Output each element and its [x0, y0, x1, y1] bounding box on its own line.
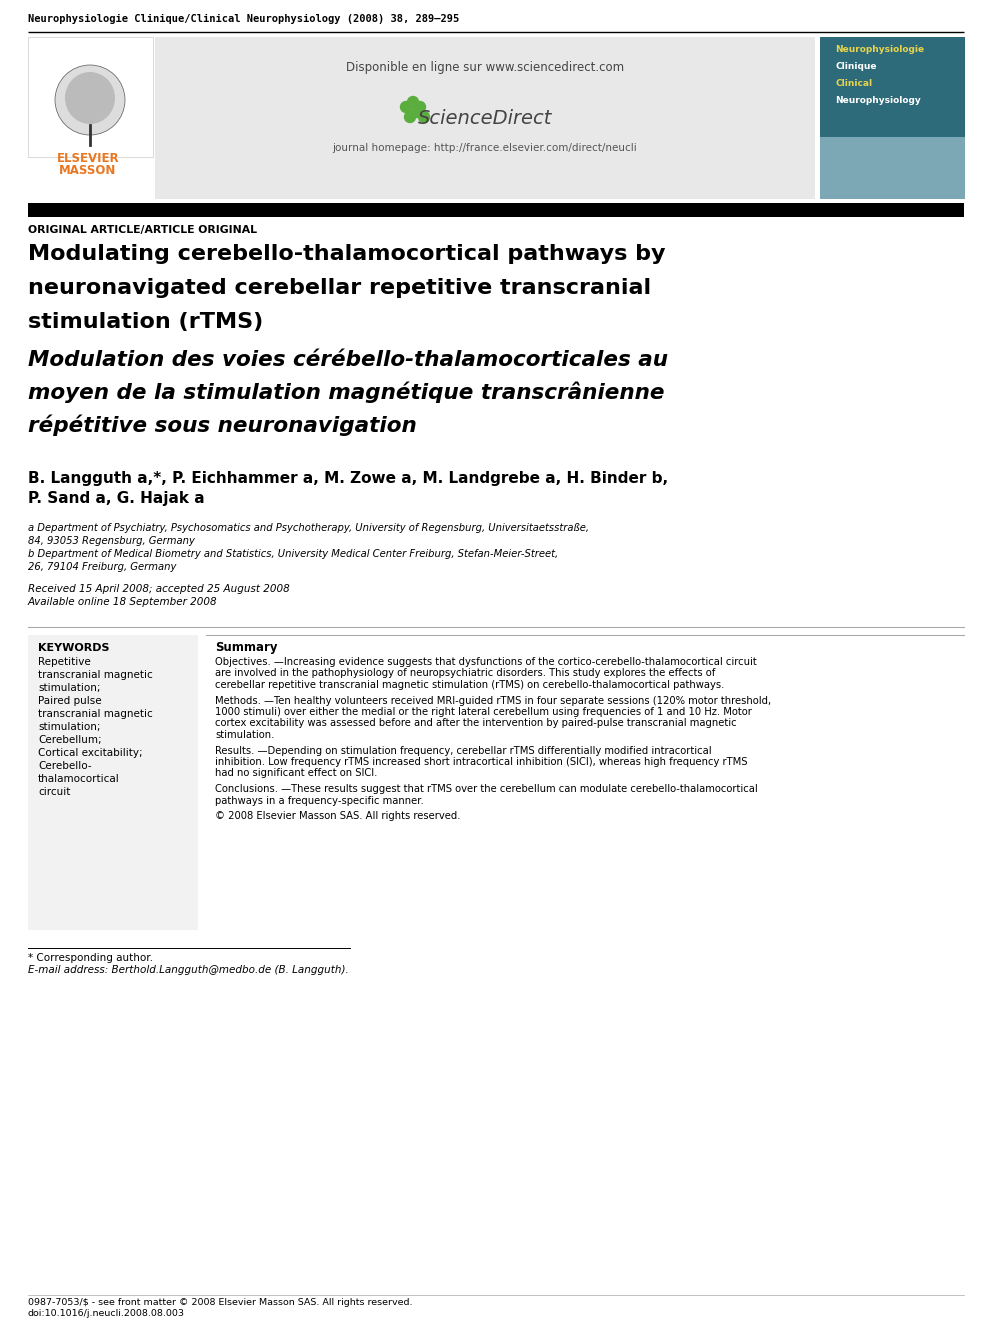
Text: 0987-7053/$ - see front matter © 2008 Elsevier Masson SAS. All rights reserved.: 0987-7053/$ - see front matter © 2008 El…	[28, 1298, 413, 1307]
Text: Clinique: Clinique	[835, 62, 877, 71]
Text: transcranial magnetic: transcranial magnetic	[38, 669, 153, 680]
Bar	[820, 138, 965, 198]
Text: Neurophysiologie Clinique/Clinical Neurophysiology (2008) 38, 289–295: Neurophysiologie Clinique/Clinical Neuro…	[28, 15, 459, 24]
Text: are involved in the pathophysiology of neuropsychiatric disorders. This study ex: are involved in the pathophysiology of n…	[215, 668, 715, 679]
Text: Modulating cerebello-thalamocortical pathways by: Modulating cerebello-thalamocortical pat…	[28, 243, 666, 265]
Text: ORIGINAL ARTICLE/ARTICLE ORIGINAL: ORIGINAL ARTICLE/ARTICLE ORIGINAL	[28, 225, 257, 235]
Text: B. Langguth a,*, P. Eichhammer a, M. Zowe a, M. Landgrebe a, H. Binder b,: B. Langguth a,*, P. Eichhammer a, M. Zow…	[28, 471, 669, 486]
Text: Clinical: Clinical	[835, 79, 872, 89]
Circle shape	[405, 111, 416, 123]
Text: had no significant effect on SICI.: had no significant effect on SICI.	[215, 769, 377, 778]
Text: 26, 79104 Freiburg, Germany: 26, 79104 Freiburg, Germany	[28, 562, 177, 572]
Text: Modulation des voies cérébello-thalamocorticales au: Modulation des voies cérébello-thalamoco…	[28, 351, 668, 370]
Text: Received 15 April 2008; accepted 25 August 2008: Received 15 April 2008; accepted 25 Augu…	[28, 583, 290, 594]
Ellipse shape	[55, 65, 125, 135]
Text: Repetitive: Repetitive	[38, 658, 90, 667]
Text: Results. —Depending on stimulation frequency, cerebellar rTMS differentially mod: Results. —Depending on stimulation frequ…	[215, 745, 711, 755]
Text: moyen de la stimulation magnétique transcrânienne: moyen de la stimulation magnétique trans…	[28, 381, 665, 404]
Text: ScienceDirect: ScienceDirect	[418, 108, 553, 127]
Text: MASSON: MASSON	[60, 164, 117, 177]
Text: stimulation (rTMS): stimulation (rTMS)	[28, 312, 263, 332]
Circle shape	[412, 106, 423, 118]
Text: cerebellar repetitive transcranial magnetic stimulation (rTMS) on cerebello-thal: cerebellar repetitive transcranial magne…	[215, 680, 724, 691]
Text: Neurophysiology: Neurophysiology	[835, 97, 921, 105]
Text: inhibition. Low frequency rTMS increased short intracortical inhibition (SICI), : inhibition. Low frequency rTMS increased…	[215, 757, 748, 767]
Text: pathways in a frequency-specific manner.: pathways in a frequency-specific manner.	[215, 795, 424, 806]
Text: Methods. —Ten healthy volunteers received MRI-guided rTMS in four separate sessi: Methods. —Ten healthy volunteers receive…	[215, 696, 771, 705]
Text: 84, 93053 Regensburg, Germany: 84, 93053 Regensburg, Germany	[28, 536, 194, 546]
Text: doi:10.1016/j.neucli.2008.08.003: doi:10.1016/j.neucli.2008.08.003	[28, 1308, 185, 1318]
Text: thalamocortical: thalamocortical	[38, 774, 120, 785]
Circle shape	[415, 102, 426, 112]
Text: stimulation.: stimulation.	[215, 730, 275, 740]
Text: Available online 18 September 2008: Available online 18 September 2008	[28, 597, 217, 607]
Text: 1000 stimuli) over either the medial or the right lateral cerebellum using frequ: 1000 stimuli) over either the medial or …	[215, 706, 752, 717]
Text: © 2008 Elsevier Masson SAS. All rights reserved.: © 2008 Elsevier Masson SAS. All rights r…	[215, 811, 460, 822]
Text: Cortical excitability;: Cortical excitability;	[38, 747, 143, 758]
Text: Cerebellum;: Cerebellum;	[38, 736, 101, 745]
Text: E-mail address: Berthold.Langguth@medbo.de (B. Langguth).: E-mail address: Berthold.Langguth@medbo.…	[28, 964, 349, 975]
Bar	[28, 202, 964, 217]
Text: circuit: circuit	[38, 787, 70, 796]
Text: Objectives. —Increasing evidence suggests that dysfunctions of the cortico-cereb: Objectives. —Increasing evidence suggest…	[215, 658, 757, 667]
Text: Cerebello-: Cerebello-	[38, 761, 91, 771]
Text: P. Sand a, G. Hajak a: P. Sand a, G. Hajak a	[28, 491, 204, 505]
Text: neuronavigated cerebellar repetitive transcranial: neuronavigated cerebellar repetitive tra…	[28, 278, 651, 298]
Text: Disponible en ligne sur www.sciencedirect.com: Disponible en ligne sur www.sciencedirec…	[346, 61, 624, 74]
Ellipse shape	[65, 71, 115, 124]
Text: stimulation;: stimulation;	[38, 683, 100, 693]
Text: répétitive sous neuronavigation: répétitive sous neuronavigation	[28, 414, 417, 437]
Text: transcranial magnetic: transcranial magnetic	[38, 709, 153, 718]
Bar	[28, 37, 153, 157]
Circle shape	[419, 111, 430, 123]
Text: Paired pulse: Paired pulse	[38, 696, 101, 706]
Text: stimulation;: stimulation;	[38, 722, 100, 732]
Text: Summary: Summary	[215, 642, 278, 654]
Circle shape	[401, 102, 412, 112]
Text: Neurophysiologie: Neurophysiologie	[835, 45, 925, 54]
Text: KEYWORDS: KEYWORDS	[38, 643, 109, 654]
Text: Conclusions. —These results suggest that rTMS over the cerebellum can modulate c: Conclusions. —These results suggest that…	[215, 785, 758, 794]
Text: * Corresponding author.: * Corresponding author.	[28, 953, 153, 963]
Text: ELSEVIER: ELSEVIER	[57, 152, 119, 165]
Text: b Department of Medical Biometry and Statistics, University Medical Center Freib: b Department of Medical Biometry and Sta…	[28, 549, 558, 560]
Bar	[155, 37, 815, 198]
Bar	[820, 37, 965, 138]
Circle shape	[408, 97, 419, 107]
Text: cortex excitability was assessed before and after the intervention by paired-pul: cortex excitability was assessed before …	[215, 718, 737, 729]
Text: journal homepage: http://france.elsevier.com/direct/neucli: journal homepage: http://france.elsevier…	[332, 143, 638, 153]
Bar	[28, 635, 198, 930]
Text: a Department of Psychiatry, Psychosomatics and Psychotherapy, University of Rege: a Department of Psychiatry, Psychosomati…	[28, 523, 589, 533]
